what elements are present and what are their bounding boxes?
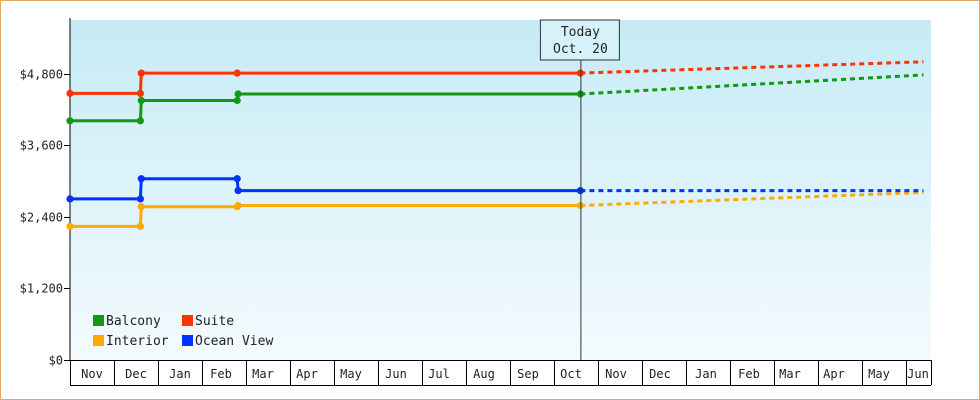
data-point <box>136 195 144 203</box>
x-tick-label: Jun <box>385 367 407 381</box>
data-point <box>137 203 145 211</box>
x-tick-label: Dec <box>125 367 147 381</box>
y-tick-label: $4,800 <box>20 68 63 82</box>
data-point <box>66 117 74 125</box>
x-tick-label: Apr <box>823 367 845 381</box>
x-tick-label: Mar <box>779 367 801 381</box>
x-tick-label: Dec <box>649 367 671 381</box>
x-tick-label: Feb <box>210 367 232 381</box>
data-point <box>233 96 241 105</box>
series-ocean-view <box>66 175 924 203</box>
legend-item-balcony: Balcony <box>93 314 161 329</box>
x-tick-label: Nov <box>605 367 627 381</box>
y-tick-label: $0 <box>49 354 63 368</box>
x-tick-label: Feb <box>738 367 760 381</box>
data-point <box>136 117 144 125</box>
legend-label: Suite <box>195 314 234 329</box>
x-tick-label: Nov <box>81 367 103 381</box>
series-balcony <box>66 73 924 125</box>
legend-swatch <box>93 335 104 346</box>
x-tick-label: Aug <box>473 367 495 381</box>
data-point <box>137 96 145 105</box>
legend-label: Interior <box>106 334 169 349</box>
data-point <box>66 195 74 203</box>
x-tick-label: Jun <box>907 367 929 381</box>
x-tick-label: May <box>868 367 890 381</box>
series-suite <box>66 60 924 97</box>
series-line-projected <box>580 60 924 75</box>
data-point <box>234 187 242 195</box>
legend-swatch <box>93 315 104 326</box>
legend-label: Ocean View <box>195 334 273 349</box>
data-point <box>234 90 242 98</box>
legend-item-suite: Suite <box>182 314 234 329</box>
x-tick-label: Mar <box>252 367 274 381</box>
today-box <box>539 19 620 61</box>
data-point <box>137 175 145 183</box>
series-line-actual <box>70 92 581 123</box>
y-tick-label: $1,200 <box>20 282 63 296</box>
data-point <box>137 69 145 77</box>
legend-swatch <box>182 315 193 326</box>
today-label: Today <box>561 25 600 40</box>
x-tick-label: Sep <box>517 367 539 381</box>
series-line-projected <box>580 73 924 96</box>
x-tick-label: Apr <box>296 367 318 381</box>
data-point <box>136 222 144 230</box>
x-tick-label: Jan <box>695 367 717 381</box>
x-tick-label: Jan <box>169 367 191 381</box>
y-tick-label: $3,600 <box>20 139 63 153</box>
legend-swatch <box>182 335 193 346</box>
data-point <box>234 201 242 210</box>
data-point <box>233 69 241 77</box>
data-point <box>233 175 241 183</box>
y-tick-label: $2,400 <box>20 211 63 225</box>
series-line-actual <box>70 177 581 201</box>
series-line-projected <box>580 190 924 207</box>
legend-item-ocean-view: Ocean View <box>182 334 273 349</box>
legend-item-interior: Interior <box>93 334 169 349</box>
x-tick-label: Jul <box>428 367 450 381</box>
data-point <box>66 222 74 230</box>
today-date: Oct. 20 <box>553 42 608 57</box>
series-line-actual <box>70 204 581 228</box>
x-tick-label: Oct <box>560 367 582 381</box>
x-tick-label: May <box>340 367 362 381</box>
data-point <box>136 89 144 97</box>
data-point <box>66 89 74 97</box>
legend-label: Balcony <box>106 314 161 329</box>
